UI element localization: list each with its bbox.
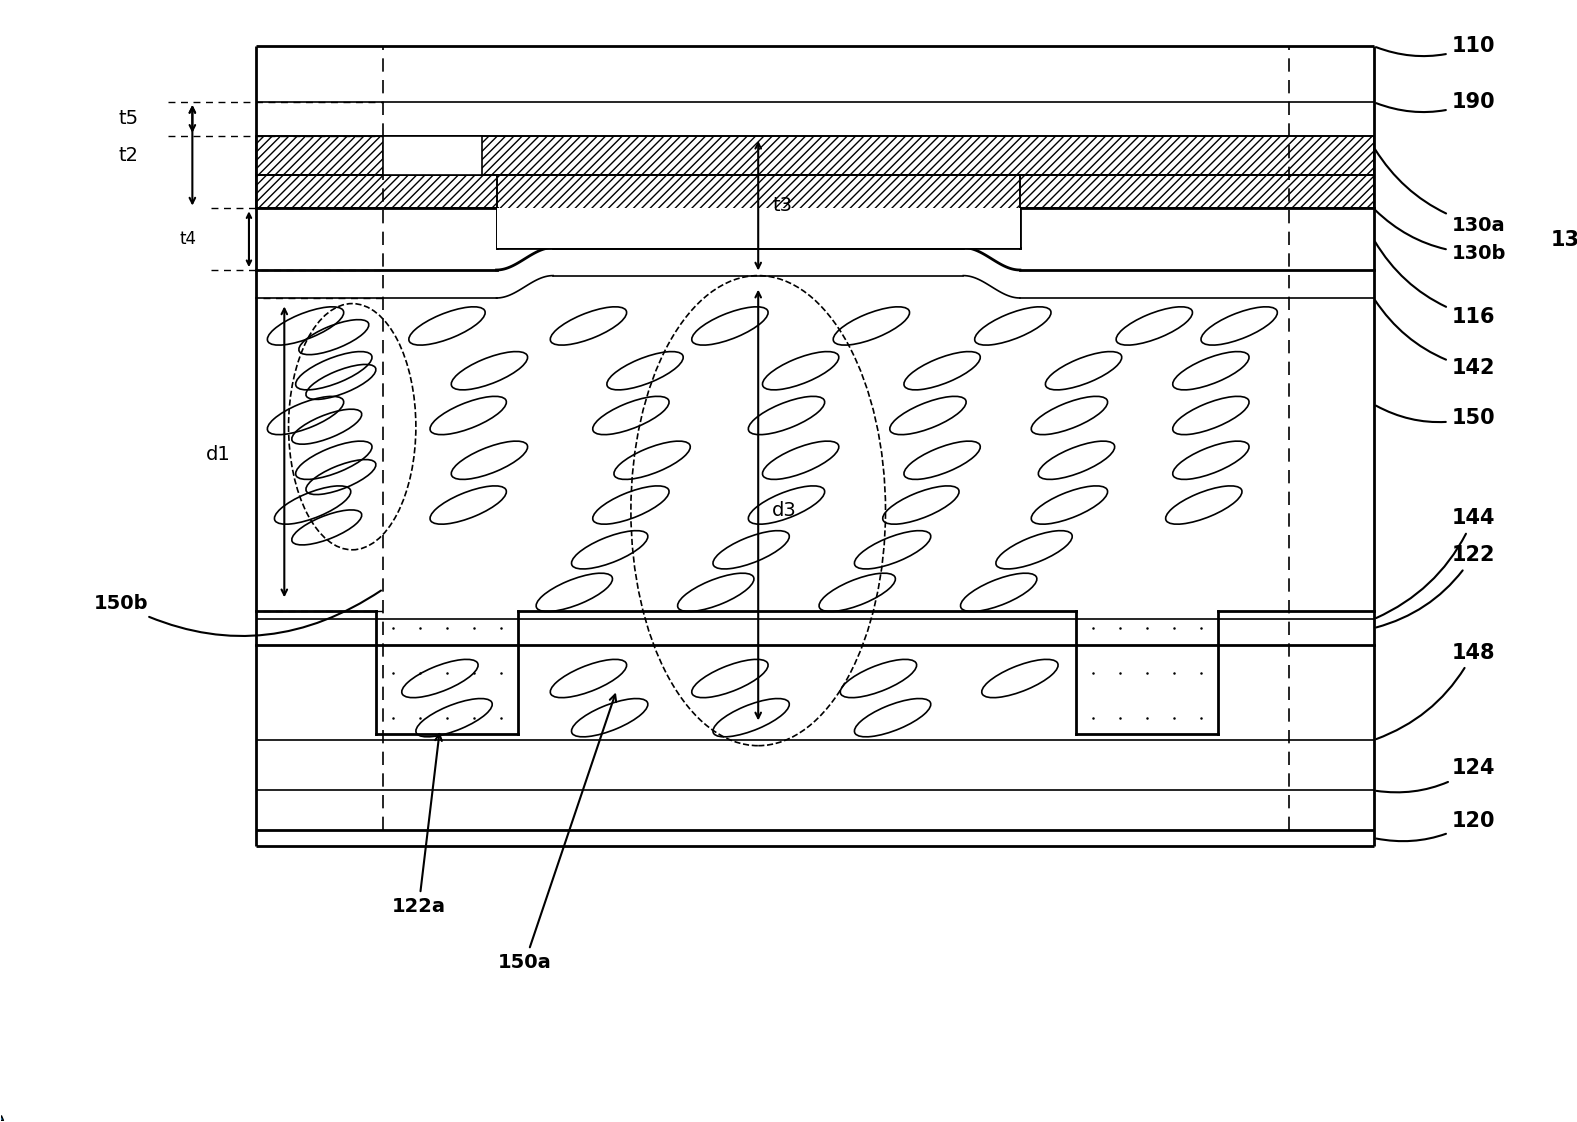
Text: t4: t4 [180,230,197,248]
Text: 142: 142 [1375,301,1495,378]
Text: 116: 116 [1375,241,1495,327]
Text: d1: d1 [207,445,230,465]
Text: 150: 150 [1377,406,1495,427]
Bar [497,175,1020,248]
Text: 130b: 130b [1375,211,1506,263]
Text: 148: 148 [1377,643,1495,739]
Text: 150b: 150b [93,590,382,636]
Text: 130: 130 [1550,230,1577,250]
Text: 110: 110 [1377,36,1495,56]
Bar [255,175,497,209]
Text: 122a: 122a [391,734,446,916]
Text: 150a: 150a [498,695,617,972]
Text: 130a: 130a [1375,149,1504,234]
Text: 120: 120 [1377,811,1495,842]
Text: t5: t5 [118,110,139,128]
Text: t3: t3 [773,196,792,215]
Bar [383,136,483,175]
Text: 122: 122 [1377,545,1495,627]
Text: t2: t2 [118,146,139,165]
Bar [255,136,1374,175]
Text: d3: d3 [773,502,796,521]
Bar [255,136,1374,175]
Bar [497,209,1020,248]
FancyArrow shape [0,1115,3,1121]
Text: 144: 144 [1377,508,1495,618]
Bar [1020,175,1374,209]
Text: 124: 124 [1377,758,1495,792]
Text: 190: 190 [1377,92,1495,112]
